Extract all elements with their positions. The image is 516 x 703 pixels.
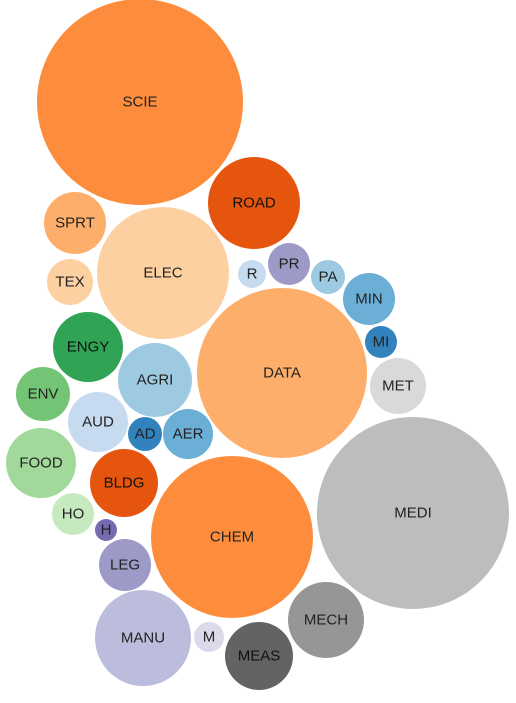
bubble-ad: AD <box>128 417 162 451</box>
bubble-meas: MEAS <box>225 622 293 690</box>
bubble-circle-road <box>208 157 300 249</box>
bubble-elec: ELEC <box>97 207 229 339</box>
bubble-circle-scie <box>37 0 243 205</box>
bubble-sprt: SPRT <box>44 192 106 254</box>
bubble-circle-data <box>197 288 367 458</box>
bubble-label-road: ROAD <box>232 195 276 212</box>
bubble-label-sprt: SPRT <box>55 215 95 232</box>
bubble-circle-r <box>238 260 266 288</box>
bubble-circle-food <box>6 428 76 498</box>
bubble-circle-medi <box>317 417 509 609</box>
bubble-label-scie: SCIE <box>122 94 157 111</box>
bubble-circle-min <box>343 273 395 325</box>
bubble-label-met: MET <box>382 378 414 395</box>
bubble-tex: TEX <box>47 259 93 305</box>
bubble-label-data: DATA <box>263 365 301 382</box>
bubble-circle-h <box>95 519 117 541</box>
bubble-label-pa: PA <box>319 269 338 286</box>
bubble-chem: CHEM <box>151 456 313 618</box>
bubble-label-leg: LEG <box>110 557 140 574</box>
bubble-label-mech: MECH <box>304 612 348 629</box>
bubble-circle-tex <box>47 259 93 305</box>
bubble-circle-elec <box>97 207 229 339</box>
bubble-circle-ad <box>128 417 162 451</box>
bubble-aer: AER <box>163 409 213 459</box>
bubble-label-agri: AGRI <box>137 372 174 389</box>
bubble-circle-pa <box>311 260 345 294</box>
bubble-label-ad: AD <box>135 426 156 443</box>
bubble-circle-leg <box>99 539 151 591</box>
bubble-circle-pr <box>268 243 310 285</box>
bubble-label-meas: MEAS <box>238 648 281 665</box>
bubble-circle-agri <box>118 343 192 417</box>
bubble-circle-aud <box>68 392 128 452</box>
bubble-circle-chem <box>151 456 313 618</box>
bubble-label-engy: ENGY <box>67 339 110 356</box>
bubble-label-pr: PR <box>279 256 300 273</box>
bubble-bldg: BLDG <box>90 449 158 517</box>
bubble-leg: LEG <box>99 539 151 591</box>
bubble-label-aud: AUD <box>82 414 114 431</box>
bubble-agri: AGRI <box>118 343 192 417</box>
bubble-label-env: ENV <box>28 386 59 403</box>
bubble-circle-manu <box>95 590 191 686</box>
bubble-label-ho: HO <box>62 506 85 523</box>
bubble-h: H <box>95 519 117 541</box>
bubble-circle-engy <box>53 312 123 382</box>
bubble-circle-meas <box>225 622 293 690</box>
bubble-label-r: R <box>247 266 258 283</box>
bubble-pr: PR <box>268 243 310 285</box>
bubble-label-m: M <box>203 629 216 646</box>
bubble-circle-mech <box>288 582 364 658</box>
bubble-engy: ENGY <box>53 312 123 382</box>
bubble-road: ROAD <box>208 157 300 249</box>
bubble-medi: MEDI <box>317 417 509 609</box>
bubble-r: R <box>238 260 266 288</box>
bubble-circle-sprt <box>44 192 106 254</box>
bubble-mech: MECH <box>288 582 364 658</box>
bubble-met: MET <box>370 358 426 414</box>
bubble-pa: PA <box>311 260 345 294</box>
bubble-label-bldg: BLDG <box>104 475 145 492</box>
bubble-circle-met <box>370 358 426 414</box>
bubble-mi: MI <box>365 326 397 358</box>
bubble-label-manu: MANU <box>121 630 165 647</box>
bubble-circle-bldg <box>90 449 158 517</box>
bubble-data: DATA <box>197 288 367 458</box>
bubble-label-min: MIN <box>355 291 383 308</box>
bubble-m: M <box>194 622 224 652</box>
bubble-circle-m <box>194 622 224 652</box>
bubble-circle-aer <box>163 409 213 459</box>
bubble-min: MIN <box>343 273 395 325</box>
bubble-aud: AUD <box>68 392 128 452</box>
bubble-manu: MANU <box>95 590 191 686</box>
bubble-circle-ho <box>52 493 94 535</box>
bubble-label-medi: MEDI <box>394 505 432 522</box>
bubble-label-elec: ELEC <box>143 265 182 282</box>
bubble-label-food: FOOD <box>19 455 62 472</box>
bubble-scie: SCIE <box>37 0 243 205</box>
bubble-label-h: H <box>101 522 112 539</box>
bubble-ho: HO <box>52 493 94 535</box>
bubble-label-aer: AER <box>173 426 204 443</box>
bubble-env: ENV <box>16 367 70 421</box>
bubble-circle-env <box>16 367 70 421</box>
bubble-label-tex: TEX <box>55 274 84 291</box>
bubble-label-mi: MI <box>373 334 390 351</box>
bubble-circle-mi <box>365 326 397 358</box>
bubble-label-chem: CHEM <box>210 529 254 546</box>
bubble-food: FOOD <box>6 428 76 498</box>
